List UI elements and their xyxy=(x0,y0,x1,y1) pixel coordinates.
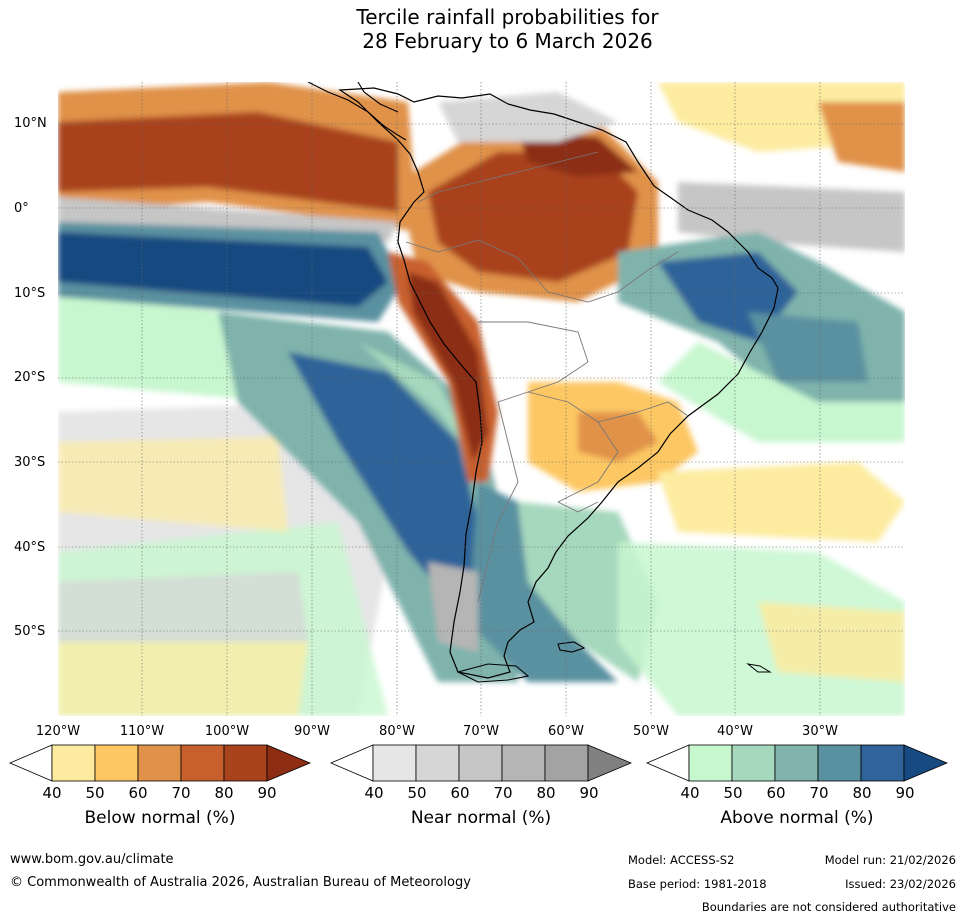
below-tick-70: 70 xyxy=(171,784,191,802)
above-tick-90: 90 xyxy=(895,784,915,802)
below-colorbar-max-arrow xyxy=(266,744,311,782)
equatorial-atlantic-near xyxy=(678,182,905,252)
falkland-islands xyxy=(557,641,586,653)
equatorial-pacific-above-core xyxy=(58,232,388,307)
near-tick-50: 50 xyxy=(407,784,427,802)
chart-title-line1: Tercile rainfall probabilities for xyxy=(356,5,659,29)
country-borders xyxy=(405,151,689,603)
andes-below-normal-core xyxy=(408,272,488,462)
lon-label-80w: 80°W xyxy=(379,724,415,739)
above-tick-80: 80 xyxy=(852,784,872,802)
below-tick-50: 50 xyxy=(85,784,105,802)
mid-pacific-below-light xyxy=(58,437,288,532)
copyright-text: © Commonwealth of Australia 2026, Austra… xyxy=(10,875,471,890)
above-tick-40: 40 xyxy=(680,784,700,802)
near-tick-80: 80 xyxy=(536,784,556,802)
below-tick-90: 90 xyxy=(257,784,277,802)
lat-label-40s: 40°S xyxy=(14,540,46,555)
atlantic-above-core xyxy=(748,312,868,382)
below-tick-60: 60 xyxy=(128,784,148,802)
near-colorbar-min-arrow xyxy=(330,744,374,782)
lat-label-10s: 10°S xyxy=(14,286,46,301)
north-pacific-below-normal-core xyxy=(58,112,398,212)
probability-field xyxy=(58,82,905,716)
lon-label-60w: 60°W xyxy=(548,724,584,739)
coastline-central-america xyxy=(307,82,407,141)
atlantic-above-light xyxy=(658,342,905,442)
south-georgia xyxy=(746,663,772,673)
boundaries-disclaimer: Boundaries are not considered authoritat… xyxy=(701,900,956,914)
below-normal-label: Below normal (%) xyxy=(84,808,236,828)
near-colorbar-segment-3 xyxy=(458,744,503,782)
above-colorbar-segment-1 xyxy=(688,744,733,782)
above-colorbar-segment-2 xyxy=(731,744,776,782)
probability-map xyxy=(58,82,905,716)
above-tick-60: 60 xyxy=(766,784,786,802)
colorbar-near-normal xyxy=(330,744,632,782)
lon-label-120w: 120°W xyxy=(35,724,81,739)
model-text: Model: ACCESS-S2 xyxy=(628,853,735,867)
colorbar-below-normal xyxy=(9,744,311,782)
lat-label-30s: 30°S xyxy=(14,455,46,470)
below-colorbar-segment-3 xyxy=(137,744,182,782)
south-atlantic-below-light xyxy=(658,462,905,542)
near-colorbar-segment-5 xyxy=(544,744,589,782)
above-colorbar-min-arrow xyxy=(646,744,690,782)
chart-title-line2: 28 February to 6 March 2026 xyxy=(362,29,653,53)
guiana-below-core xyxy=(518,132,638,177)
near-colorbar-segment-4 xyxy=(501,744,546,782)
near-normal-label: Near normal (%) xyxy=(410,808,552,828)
below-colorbar-segment-4 xyxy=(180,744,225,782)
lat-label-0: 0° xyxy=(14,201,29,216)
lon-label-50w: 50°W xyxy=(633,724,669,739)
above-tick-70: 70 xyxy=(809,784,829,802)
model-run-text: Model run: 21/02/2026 xyxy=(824,853,956,867)
near-colorbar-max-arrow xyxy=(587,744,632,782)
caribbean-near-normal xyxy=(438,92,618,142)
near-colorbar-segment-2 xyxy=(415,744,460,782)
graticule xyxy=(58,82,905,716)
lon-label-100w: 100°W xyxy=(204,724,250,739)
lat-label-10n: 10°N xyxy=(14,116,47,131)
issued-text: Issued: 23/02/2026 xyxy=(845,877,956,891)
above-normal-label: Above normal (%) xyxy=(720,808,874,828)
south-atlantic-below-patch xyxy=(758,602,905,682)
patagonia-above-normal xyxy=(468,482,618,682)
lat-label-20s: 20°S xyxy=(14,370,46,385)
southern-brazil-below-core xyxy=(578,412,658,462)
below-tick-40: 40 xyxy=(42,784,62,802)
above-tick-50: 50 xyxy=(723,784,743,802)
near-colorbar-segment-1 xyxy=(372,744,417,782)
coastline-south-america xyxy=(338,87,779,679)
amazon-below-normal-core xyxy=(428,152,638,282)
lon-label-40w: 40°W xyxy=(717,724,753,739)
above-colorbar-segment-3 xyxy=(774,744,819,782)
below-colorbar-segment-2 xyxy=(94,744,139,782)
above-colorbar-segment-5 xyxy=(860,744,905,782)
near-tick-70: 70 xyxy=(493,784,513,802)
patagonia-near-normal xyxy=(428,562,478,652)
below-tick-80: 80 xyxy=(214,784,234,802)
south-pacific-near-normal-patch xyxy=(58,572,308,642)
lon-label-110w: 110°W xyxy=(119,724,165,739)
near-tick-60: 60 xyxy=(450,784,470,802)
below-colorbar-segment-5 xyxy=(223,744,268,782)
near-tick-90: 90 xyxy=(579,784,599,802)
tierra-del-fuego xyxy=(456,663,530,683)
near-tick-40: 40 xyxy=(364,784,384,802)
atlantic-below-moderate xyxy=(818,102,905,172)
above-colorbar-max-arrow xyxy=(903,744,948,782)
colorbar-above-normal xyxy=(646,744,948,782)
lon-label-90w: 90°W xyxy=(294,724,330,739)
se-pacific-above-plume-core xyxy=(288,352,488,622)
lat-label-50s: 50°S xyxy=(14,624,46,639)
above-colorbar-segment-4 xyxy=(817,744,862,782)
south-pacific-below-light xyxy=(58,642,308,716)
lon-label-70w: 70°W xyxy=(463,724,499,739)
below-colorbar-min-arrow xyxy=(9,744,53,782)
website-link[interactable]: www.bom.gov.au/climate xyxy=(10,852,174,867)
lon-label-30w: 30°W xyxy=(802,724,838,739)
base-period-text: Base period: 1981-2018 xyxy=(628,877,767,891)
below-colorbar-segment-1 xyxy=(51,744,96,782)
